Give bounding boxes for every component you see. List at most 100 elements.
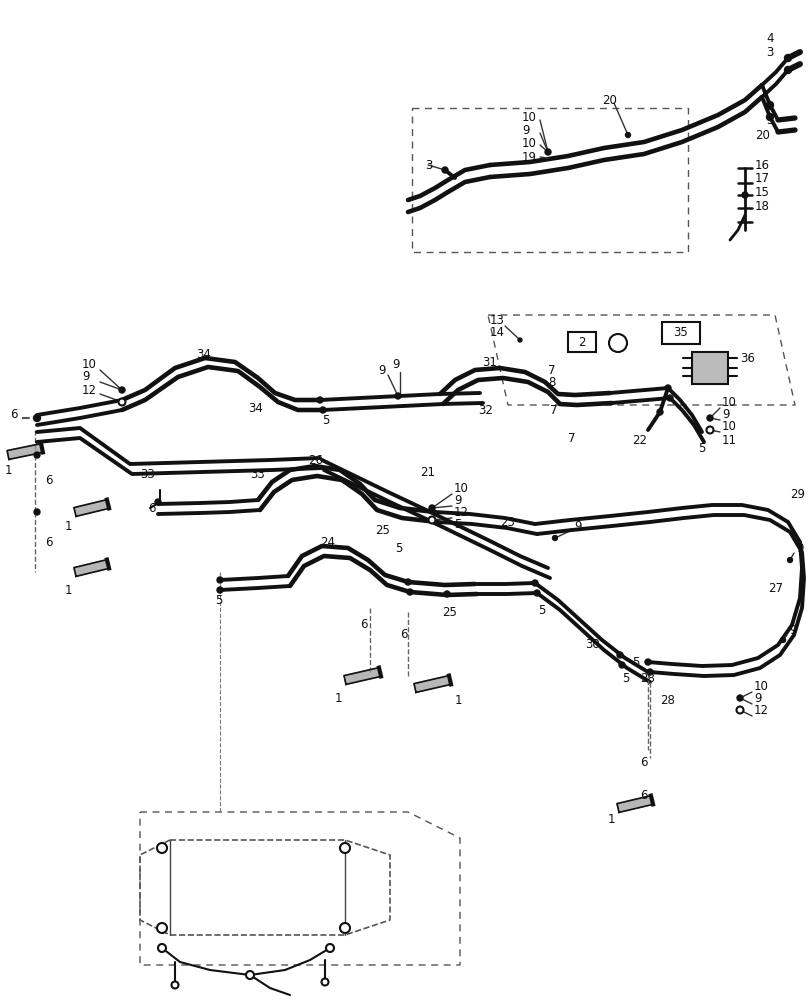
Circle shape (246, 971, 254, 979)
Circle shape (217, 577, 223, 583)
Text: 7: 7 (549, 403, 557, 416)
Polygon shape (74, 500, 109, 516)
Text: 5: 5 (697, 442, 705, 454)
Text: 9: 9 (378, 363, 385, 376)
Circle shape (783, 55, 791, 62)
Text: 6: 6 (10, 408, 18, 422)
Circle shape (766, 102, 773, 109)
Circle shape (321, 978, 328, 985)
Circle shape (406, 589, 413, 595)
Text: 10: 10 (82, 359, 97, 371)
Circle shape (428, 516, 435, 524)
Circle shape (119, 387, 125, 393)
Circle shape (118, 398, 126, 406)
Circle shape (736, 695, 742, 701)
Text: 33: 33 (250, 468, 264, 482)
Text: 5: 5 (394, 542, 402, 554)
Text: 6: 6 (359, 618, 367, 632)
Text: 14: 14 (489, 326, 504, 338)
Text: 6: 6 (148, 502, 156, 514)
Text: 6: 6 (45, 536, 53, 548)
Text: 6: 6 (639, 789, 646, 802)
Text: 5: 5 (538, 603, 545, 616)
Text: 24: 24 (320, 536, 335, 550)
Text: 15: 15 (754, 186, 769, 198)
Text: 9: 9 (753, 692, 761, 704)
Text: 11: 11 (721, 434, 736, 446)
Text: 7: 7 (568, 432, 575, 444)
Polygon shape (7, 444, 43, 459)
Bar (691, 352, 727, 384)
Text: 12: 12 (453, 506, 469, 518)
Text: 5: 5 (453, 518, 461, 530)
Text: 25: 25 (375, 524, 389, 536)
Text: 9: 9 (721, 408, 728, 422)
Text: 9: 9 (521, 124, 529, 137)
Text: 25: 25 (441, 605, 457, 618)
Text: 10: 10 (753, 680, 768, 692)
Text: 1: 1 (454, 694, 462, 706)
Text: 35: 35 (673, 326, 688, 340)
Text: 32: 32 (478, 403, 492, 416)
Circle shape (544, 149, 551, 155)
Text: 17: 17 (754, 172, 769, 185)
Text: 9: 9 (573, 520, 581, 532)
Text: 5: 5 (215, 593, 222, 606)
Text: 27: 27 (767, 582, 782, 594)
Text: 4: 4 (765, 102, 773, 115)
Circle shape (517, 338, 521, 342)
Text: 1: 1 (65, 520, 72, 534)
Text: 3: 3 (765, 46, 772, 59)
Circle shape (320, 407, 325, 413)
Circle shape (325, 944, 333, 952)
Text: 21: 21 (419, 466, 435, 479)
Circle shape (217, 587, 223, 593)
Text: 30: 30 (584, 639, 599, 652)
Circle shape (779, 638, 784, 643)
Circle shape (783, 67, 791, 74)
Text: 20: 20 (601, 94, 616, 107)
Circle shape (171, 981, 178, 988)
Text: 5: 5 (631, 656, 638, 668)
Circle shape (441, 167, 448, 173)
Text: 9: 9 (453, 493, 461, 506)
Circle shape (157, 843, 167, 853)
Circle shape (551, 536, 557, 540)
Circle shape (33, 414, 41, 422)
Circle shape (405, 579, 410, 585)
Text: 6: 6 (639, 756, 646, 768)
Text: 3: 3 (424, 159, 431, 172)
Circle shape (34, 509, 40, 515)
Text: 9: 9 (82, 370, 89, 383)
Text: 12: 12 (82, 383, 97, 396)
Text: 1: 1 (65, 584, 72, 596)
Text: 34: 34 (195, 349, 211, 361)
Circle shape (736, 706, 743, 714)
Text: 29: 29 (789, 488, 804, 502)
Text: 3: 3 (765, 114, 772, 127)
Text: 10: 10 (721, 420, 736, 434)
Text: 10: 10 (521, 137, 536, 150)
Circle shape (531, 580, 538, 586)
Text: 13: 13 (489, 314, 504, 326)
Text: 10: 10 (721, 395, 736, 408)
Circle shape (741, 192, 747, 198)
Circle shape (656, 409, 663, 415)
Polygon shape (344, 668, 380, 684)
Circle shape (766, 114, 773, 121)
Bar (661, 322, 699, 344)
Circle shape (444, 591, 449, 597)
Circle shape (666, 395, 672, 401)
Text: 6: 6 (45, 474, 53, 487)
Text: 33: 33 (139, 468, 155, 482)
Text: 9: 9 (795, 542, 803, 554)
Text: 28: 28 (639, 672, 654, 684)
Text: 5: 5 (621, 672, 629, 684)
Text: 1: 1 (607, 813, 615, 826)
Polygon shape (616, 796, 652, 812)
Text: 28: 28 (659, 694, 674, 706)
Polygon shape (414, 676, 450, 692)
Text: 5: 5 (322, 414, 329, 426)
Circle shape (644, 659, 650, 665)
Text: 7: 7 (547, 363, 555, 376)
